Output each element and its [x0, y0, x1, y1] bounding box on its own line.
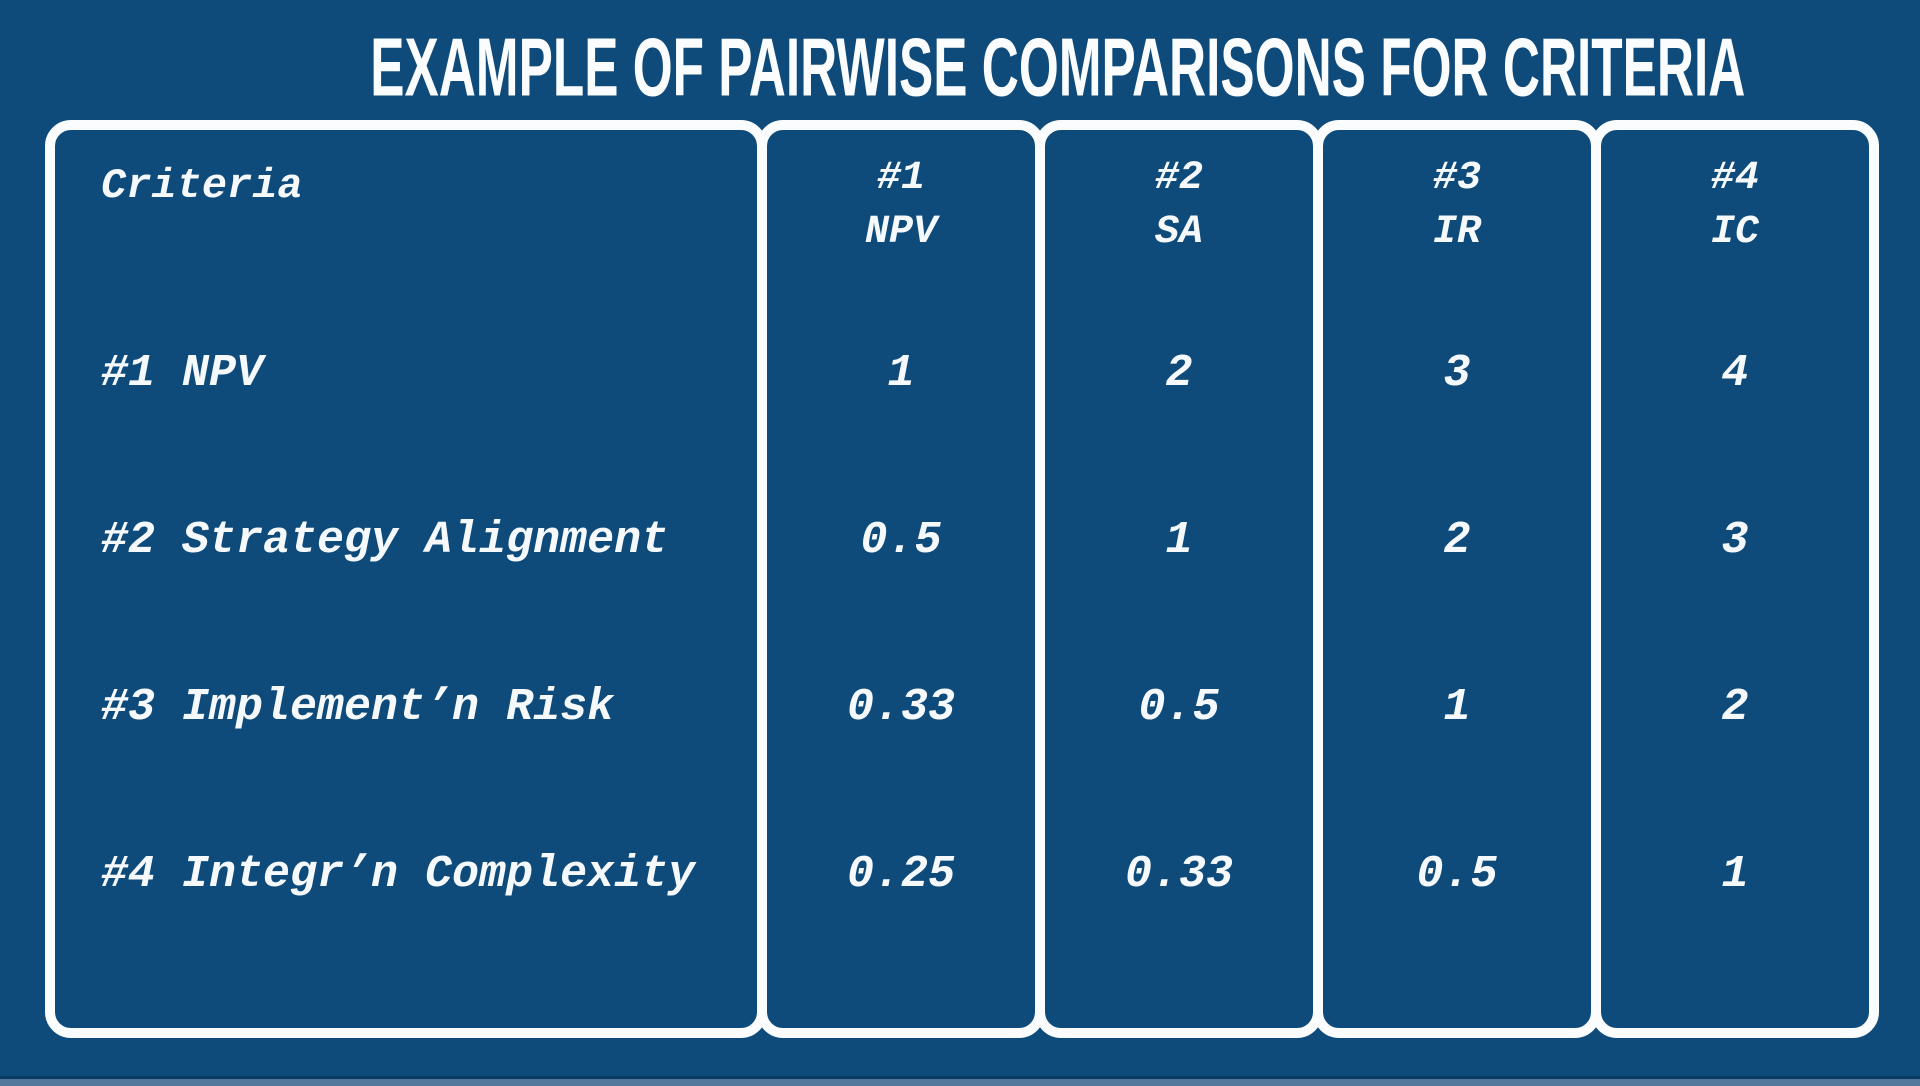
- criteria-column: Criteria #1 NPV #2 Strategy Alignment #3…: [45, 120, 767, 1038]
- row-label-integration-complexity: #4 Integr’n Complexity: [101, 849, 696, 900]
- column-header-npv: #1 NPV: [767, 130, 1035, 290]
- value-cell: 0.5: [1138, 682, 1220, 733]
- value-cell: 1: [1443, 682, 1471, 733]
- value-cell: 2: [1443, 515, 1471, 566]
- column-ir: #3 IR 3 2 1 0.5: [1313, 120, 1601, 1038]
- column-sa: #2 SA 2 1 0.5 0.33: [1035, 120, 1323, 1038]
- column-abbr: SA: [1154, 210, 1203, 255]
- value-cell: 1: [1165, 515, 1193, 566]
- value-cell: 0.25: [846, 849, 956, 900]
- value-cell: 3: [1443, 348, 1471, 399]
- column-number: #3: [1432, 156, 1481, 201]
- value-cell: 3: [1721, 515, 1749, 566]
- column-number: #2: [1154, 156, 1203, 201]
- column-header-ir: #3 IR: [1323, 130, 1591, 290]
- column-abbr: IR: [1432, 210, 1481, 255]
- value-cell: 0.33: [1124, 849, 1234, 900]
- column-abbr: NPV: [864, 210, 937, 255]
- column-number: #1: [876, 156, 925, 201]
- page-title: EXAMPLE OF PAIRWISE COMPARISONS FOR CRIT…: [370, 20, 1746, 114]
- row-label-npv: #1 NPV: [101, 348, 264, 399]
- value-cell: 2: [1721, 682, 1749, 733]
- pairwise-comparison-table: Criteria #1 NPV #2 Strategy Alignment #3…: [45, 120, 1879, 1038]
- column-ic: #4 IC 4 3 2 1: [1591, 120, 1879, 1038]
- column-header-ic: #4 IC: [1601, 130, 1869, 290]
- row-label-implementation-risk: #3 Implement’n Risk: [101, 682, 615, 733]
- column-npv: #1 NPV 1 0.5 0.33 0.25: [757, 120, 1045, 1038]
- column-header-sa: #2 SA: [1045, 130, 1313, 290]
- value-cell: 2: [1165, 348, 1193, 399]
- column-number: #4: [1710, 156, 1759, 201]
- value-cell: 0.5: [1416, 849, 1498, 900]
- value-cell: 0.33: [846, 682, 956, 733]
- value-cell: 0.5: [860, 515, 942, 566]
- value-cell: 1: [1721, 849, 1749, 900]
- column-abbr: IC: [1710, 210, 1759, 255]
- bottom-dark-line: [0, 1076, 1920, 1079]
- row-label-strategy-alignment: #2 Strategy Alignment: [101, 515, 669, 566]
- value-cell: 1: [887, 348, 915, 399]
- title-bar: EXAMPLE OF PAIRWISE COMPARISONS FOR CRIT…: [0, 20, 1920, 114]
- criteria-column-header: Criteria: [101, 162, 303, 210]
- value-cell: 4: [1721, 348, 1749, 399]
- bottom-edge-strip: [0, 1079, 1920, 1086]
